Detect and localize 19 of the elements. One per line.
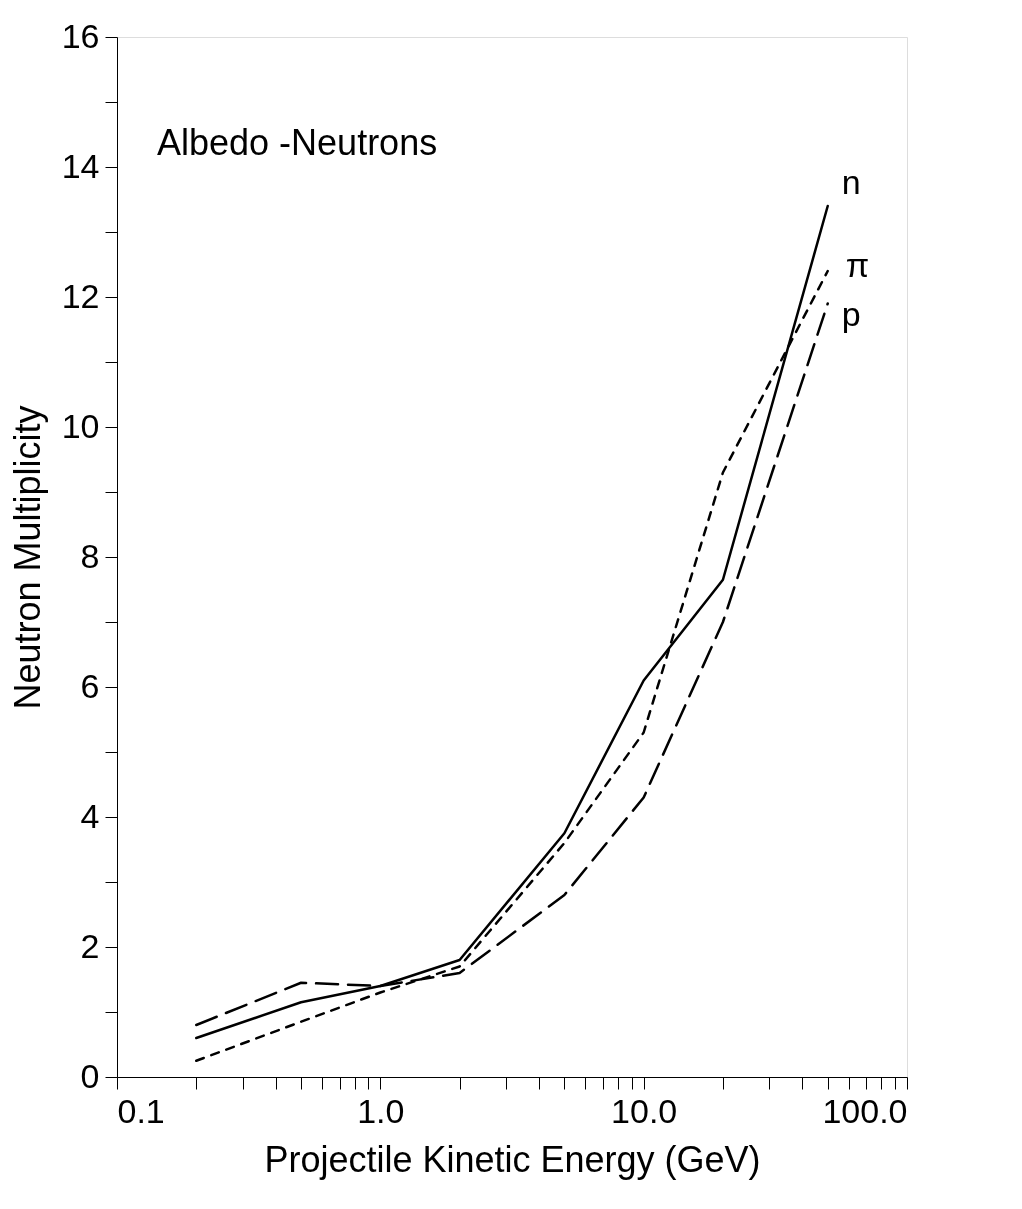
- annotation: Albedo -Neutrons: [157, 122, 438, 163]
- x-tick-label: 100.0: [822, 1091, 908, 1130]
- series-label: π: [845, 246, 870, 284]
- x-tick-label: 10.0: [611, 1091, 678, 1130]
- y-tick-label: 2: [80, 926, 100, 965]
- x-tick-label: 0.1: [117, 1091, 165, 1130]
- series-label: p: [841, 294, 861, 333]
- x-axis-title: Projectile Kinetic Energy (GeV): [264, 1138, 761, 1180]
- x-tick-label: 1.0: [357, 1091, 405, 1130]
- y-tick-label: 0: [80, 1056, 100, 1095]
- y-tick-label: 12: [61, 276, 100, 315]
- y-tick-label: 16: [61, 16, 100, 55]
- y-tick-label: 6: [80, 666, 100, 705]
- y-tick-label: 4: [80, 796, 100, 835]
- y-tick-label: 10: [61, 406, 100, 445]
- y-tick-label: 14: [61, 146, 100, 185]
- y-tick-label: 8: [80, 536, 100, 575]
- series-label: n: [841, 163, 861, 201]
- y-axis-title: Neutron Multiplicity: [6, 405, 48, 710]
